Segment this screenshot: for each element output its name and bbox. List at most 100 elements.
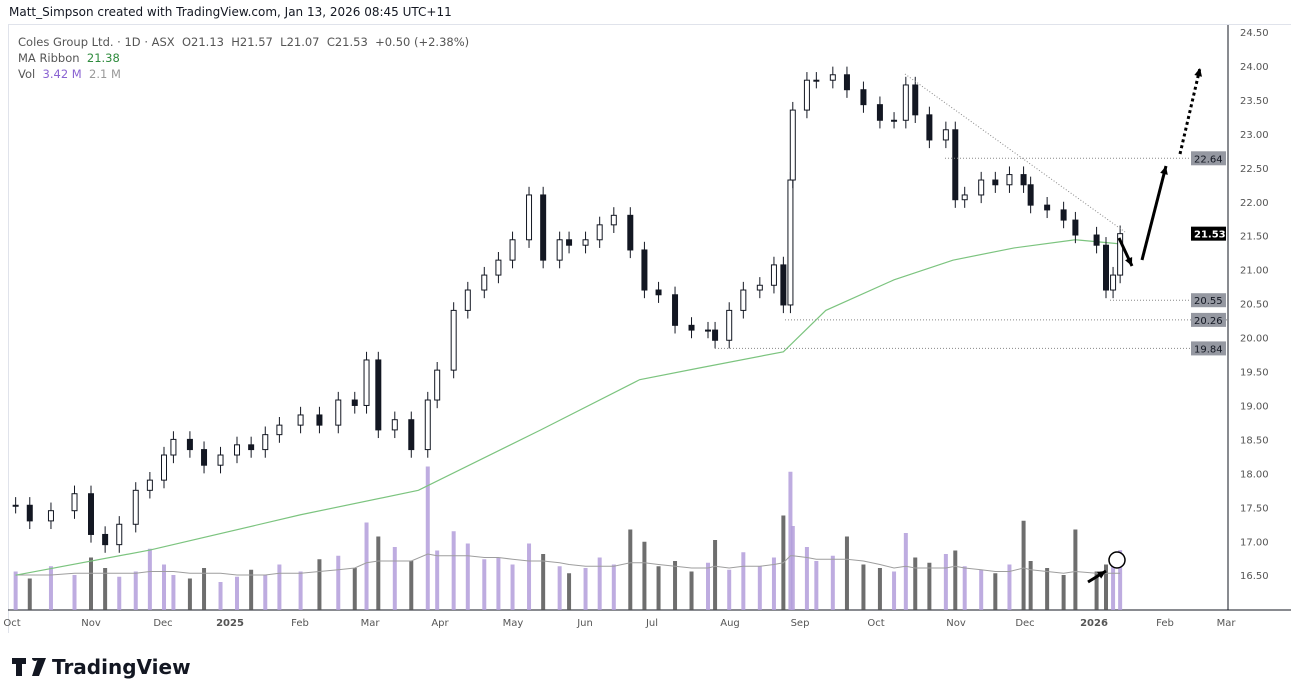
candle-body — [375, 359, 382, 431]
projection-arrow-head — [1194, 68, 1202, 77]
volume-bar — [757, 566, 762, 610]
volume-bar — [409, 561, 414, 610]
candle-body — [789, 109, 796, 181]
volume-bar — [814, 561, 819, 610]
y-tick-label: 21.50 — [1240, 232, 1269, 243]
change-value: +0.50 (+2.38%) — [375, 35, 470, 49]
candle-body — [540, 194, 547, 261]
y-tick-label: 18.50 — [1240, 435, 1269, 446]
volume-bar — [465, 543, 470, 610]
volume-bar — [1028, 561, 1033, 610]
volume-bar — [727, 569, 732, 610]
candle-body — [1072, 219, 1079, 236]
volume-bar — [1111, 559, 1116, 610]
volume-bar — [567, 573, 572, 610]
y-tick-label: 22.50 — [1240, 164, 1269, 175]
candle-body — [712, 329, 719, 341]
level-label-bg — [1191, 312, 1226, 327]
candle-body — [705, 329, 712, 332]
volume-bar — [133, 571, 138, 610]
volume-ma-line — [15, 553, 1121, 576]
candle-body — [876, 104, 883, 121]
level-label: 20.26 — [1194, 316, 1223, 327]
vol-row[interactable]: Vol 3.42 M 2.1 M — [18, 66, 469, 82]
x-tick-label: 2026 — [1080, 618, 1108, 629]
candle-body — [276, 424, 283, 436]
volume-bar — [861, 564, 866, 610]
chart-credit: Matt_Simpson created with TradingView.co… — [9, 5, 452, 19]
candle-body — [978, 179, 985, 196]
candle-body — [351, 399, 358, 406]
volume-bar — [611, 564, 616, 610]
volume-bar — [187, 578, 192, 610]
candle-body — [891, 119, 898, 122]
volume-bar — [642, 541, 647, 610]
volume-bar — [1061, 575, 1066, 610]
volume-bar — [425, 466, 430, 610]
candle-body — [926, 114, 933, 141]
volume-bar — [352, 568, 357, 610]
down-arrow-head — [1125, 257, 1133, 266]
y-tick-label: 18.00 — [1240, 469, 1269, 480]
volume-bar — [1073, 529, 1078, 610]
last-price-label: 21.53 — [1194, 230, 1226, 241]
candle-body — [234, 444, 241, 456]
open-value: O21.13 — [181, 35, 224, 49]
low-value: L21.07 — [280, 35, 320, 49]
symbol-name: Coles Group Ltd. · 1D · ASX — [18, 35, 175, 49]
volume-bar — [993, 573, 998, 610]
candle-body — [201, 449, 208, 466]
candle-body — [1093, 234, 1100, 246]
x-tick-label: Feb — [291, 618, 309, 629]
candle-body — [780, 264, 787, 306]
volume-bar — [741, 552, 746, 610]
volume-bar — [202, 568, 207, 610]
x-tick-label: Nov — [946, 618, 966, 629]
volume-bar — [171, 575, 176, 610]
candle-body — [297, 414, 304, 426]
volume-bar — [1007, 564, 1012, 610]
last-price-label-bg — [1191, 226, 1226, 241]
candle-body — [161, 454, 168, 481]
volume-bar — [1104, 564, 1109, 610]
volume-bar — [953, 550, 958, 610]
symbol-row[interactable]: Coles Group Ltd. · 1D · ASX O21.13 H21.5… — [18, 34, 469, 50]
candle-body — [813, 79, 820, 82]
volume-bar — [557, 566, 562, 610]
y-tick-label: 21.00 — [1240, 266, 1269, 277]
candle-body — [509, 239, 516, 261]
y-tick-label: 17.50 — [1240, 503, 1269, 514]
volume-bar — [117, 576, 122, 610]
chart-legend: Coles Group Ltd. · 1D · ASX O21.13 H21.5… — [18, 34, 469, 82]
candle-body — [116, 523, 123, 546]
volume-bar — [317, 559, 322, 610]
high-value: H21.57 — [231, 35, 273, 49]
x-tick-label: Dec — [153, 618, 172, 629]
candle-body — [1103, 244, 1110, 291]
vol-value: 3.42 M — [42, 67, 82, 81]
volume-highlight-circle — [1108, 551, 1126, 569]
trendline — [904, 73, 1126, 233]
candle-body — [526, 194, 533, 241]
ma-value: 21.38 — [86, 51, 120, 65]
volume-bar — [541, 554, 546, 610]
volume-bar — [927, 562, 932, 610]
candle-body — [170, 438, 177, 456]
x-tick-label: Aug — [720, 618, 740, 629]
volume-bar — [527, 543, 532, 610]
candle-body — [942, 129, 949, 141]
level-label-bg — [1191, 151, 1226, 166]
candle-body — [1110, 274, 1117, 291]
vol-ma-value: 2.1 M — [89, 67, 121, 81]
volume-bar — [482, 559, 487, 610]
x-tick-label: Mar — [361, 618, 381, 629]
candle-body — [726, 309, 733, 341]
y-tick-label: 23.00 — [1240, 130, 1269, 141]
level-label-bg — [1191, 341, 1226, 356]
ma-ribbon-line — [15, 239, 1121, 576]
candle-body — [217, 454, 224, 466]
volume-bar — [336, 555, 341, 610]
volume-bar — [788, 471, 793, 610]
ma-row[interactable]: MA Ribbon 21.38 — [18, 50, 469, 66]
